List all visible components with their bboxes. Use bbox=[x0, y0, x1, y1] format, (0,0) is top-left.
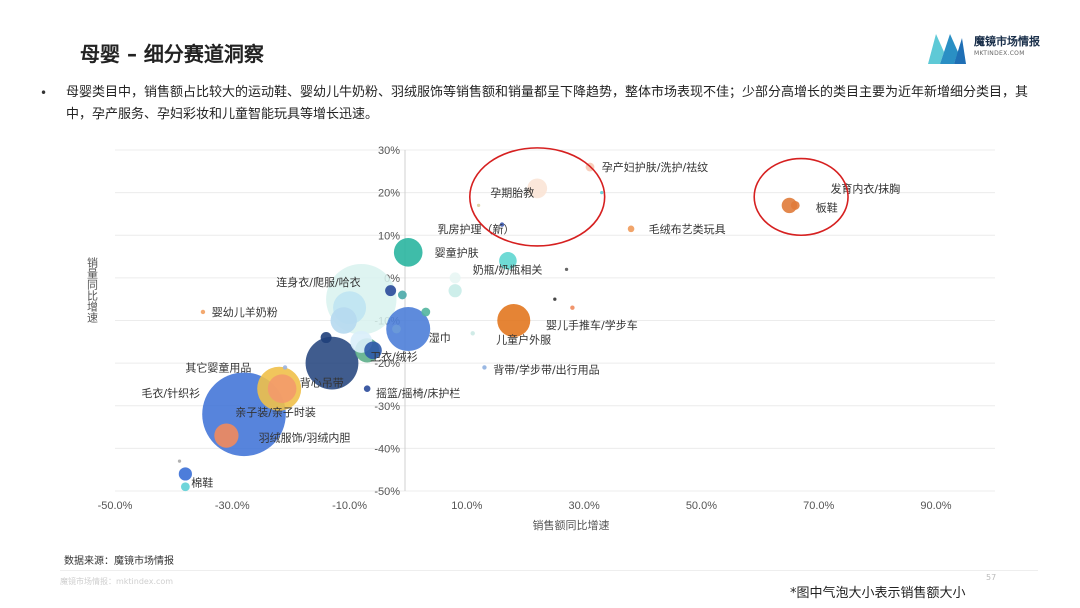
bubble bbox=[392, 324, 401, 334]
y-tick-label: 20% bbox=[378, 188, 400, 200]
x-tick-label: -30.0% bbox=[215, 500, 250, 512]
bubble bbox=[330, 307, 357, 334]
bubble bbox=[499, 222, 505, 227]
y-tick-label: 10% bbox=[378, 230, 400, 242]
bubble-label: 发育内衣/抹胸 bbox=[830, 181, 900, 195]
bubble-chart: 30%20%10%0%-10%-20%-30%-40%-50%-50.0%-30… bbox=[86, 145, 995, 532]
page-title: 母婴 – 细分赛道洞察 bbox=[80, 42, 264, 66]
bubble bbox=[282, 365, 288, 370]
bubble-label: 儿童户外服 bbox=[496, 333, 551, 347]
bubble-label: 毛绒布艺类玩具 bbox=[649, 222, 726, 236]
bubble-label: 摇篮/摇椅/床护栏 bbox=[376, 386, 460, 400]
logo-sub: MKTINDEX.COM bbox=[974, 50, 1025, 57]
bubble-label: 背心吊带 bbox=[300, 375, 344, 389]
bubble-label: 湿巾 bbox=[429, 331, 451, 345]
bubble bbox=[600, 190, 604, 195]
bubble-label: 其它婴童用品 bbox=[185, 360, 251, 374]
summary-bullet: 母婴类目中，销售额占比较大的运动鞋、婴幼儿牛奶粉、羽绒服饰等销售额和销量都呈下降… bbox=[66, 85, 1029, 122]
bubble bbox=[200, 309, 206, 315]
footer-divider bbox=[60, 570, 1038, 571]
bubble bbox=[497, 304, 531, 337]
bubble bbox=[448, 284, 462, 298]
bubble bbox=[627, 225, 635, 233]
bubble bbox=[214, 423, 239, 448]
bubble-label: 奶瓶/奶瓶相关 bbox=[473, 262, 543, 276]
bubble bbox=[790, 201, 800, 210]
bubble bbox=[180, 482, 190, 492]
bubble bbox=[267, 374, 297, 404]
bubble bbox=[178, 467, 192, 481]
x-tick-label: 10.0% bbox=[451, 500, 482, 512]
bubble bbox=[553, 297, 557, 301]
y-tick-label: 30% bbox=[378, 145, 400, 157]
bubble-label: 亲子装/亲子时装 bbox=[235, 405, 316, 419]
bubble-label: 背带/学步带/出行用品 bbox=[493, 363, 599, 377]
bubble bbox=[385, 285, 397, 297]
data-source: 数据来源：魔镜市场情报 bbox=[64, 556, 174, 567]
bubble-label: 连身衣/爬服/哈衣 bbox=[276, 275, 360, 289]
bubble bbox=[449, 272, 461, 284]
bubble-label: 板鞋 bbox=[816, 201, 838, 215]
bubble bbox=[305, 336, 359, 390]
x-axis-title: 销售额同比增速 bbox=[533, 518, 610, 532]
y-tick-label: -30% bbox=[374, 401, 400, 413]
bubble-label: 乳房护理（新） bbox=[438, 222, 515, 236]
bubble bbox=[482, 365, 487, 370]
bubble bbox=[499, 252, 517, 270]
bubble bbox=[570, 305, 575, 310]
y-tick-label: -40% bbox=[374, 443, 400, 455]
bubble-label: 婴儿手推车/学步车 bbox=[546, 318, 638, 332]
logo-name: 魔镜市场情报 bbox=[974, 35, 1040, 48]
bubble bbox=[421, 307, 431, 317]
bubble-label: 孕期胎教 bbox=[490, 186, 534, 200]
bubble-label: 毛衣/针织衫 bbox=[141, 386, 200, 400]
bubble bbox=[386, 307, 431, 352]
bubble bbox=[363, 385, 371, 393]
bubble-label: 婴幼儿羊奶粉 bbox=[212, 305, 278, 319]
x-tick-label: 30.0% bbox=[569, 500, 600, 512]
brand-logo: 魔镜市场情报 MKTINDEX.COM bbox=[926, 30, 1056, 70]
x-tick-label: -10.0% bbox=[332, 500, 367, 512]
highlight-circle bbox=[468, 147, 606, 247]
y-tick-label: -50% bbox=[374, 486, 400, 498]
bubble-label: 孕产妇护肤/洗护/祛纹 bbox=[602, 160, 708, 174]
bullet-dot: • bbox=[40, 86, 48, 100]
y-tick-label: -20% bbox=[374, 358, 400, 370]
logo-m-icon bbox=[928, 34, 966, 64]
bubble bbox=[564, 267, 569, 271]
y-axis-title: 销量同比增速 bbox=[86, 256, 99, 323]
bubble bbox=[393, 238, 423, 267]
bubble-label: 棉鞋 bbox=[191, 475, 213, 489]
bubble-size-footnote: *图中气泡大小表示销售额大小 bbox=[790, 586, 966, 601]
bubble bbox=[476, 203, 481, 208]
bubble-label: 羽绒服饰/羽绒内胆 bbox=[259, 431, 351, 445]
highlight-circle bbox=[753, 157, 849, 237]
bubble bbox=[177, 459, 182, 463]
watermark: 魔镜市场情报：mktindex.com bbox=[60, 577, 174, 586]
bubble bbox=[364, 341, 382, 360]
bubble bbox=[397, 290, 407, 300]
x-tick-label: 70.0% bbox=[803, 500, 834, 512]
x-tick-label: -50.0% bbox=[98, 500, 133, 512]
x-tick-label: 50.0% bbox=[686, 500, 717, 512]
bubble-label: 婴童护肤 bbox=[435, 245, 479, 259]
bubble bbox=[470, 331, 475, 336]
bubble-label: 卫衣/绒衫 bbox=[370, 350, 418, 364]
bubble bbox=[527, 178, 548, 199]
bubble bbox=[320, 332, 332, 344]
page-number: 57 bbox=[986, 573, 997, 582]
x-tick-label: 90.0% bbox=[920, 500, 951, 512]
